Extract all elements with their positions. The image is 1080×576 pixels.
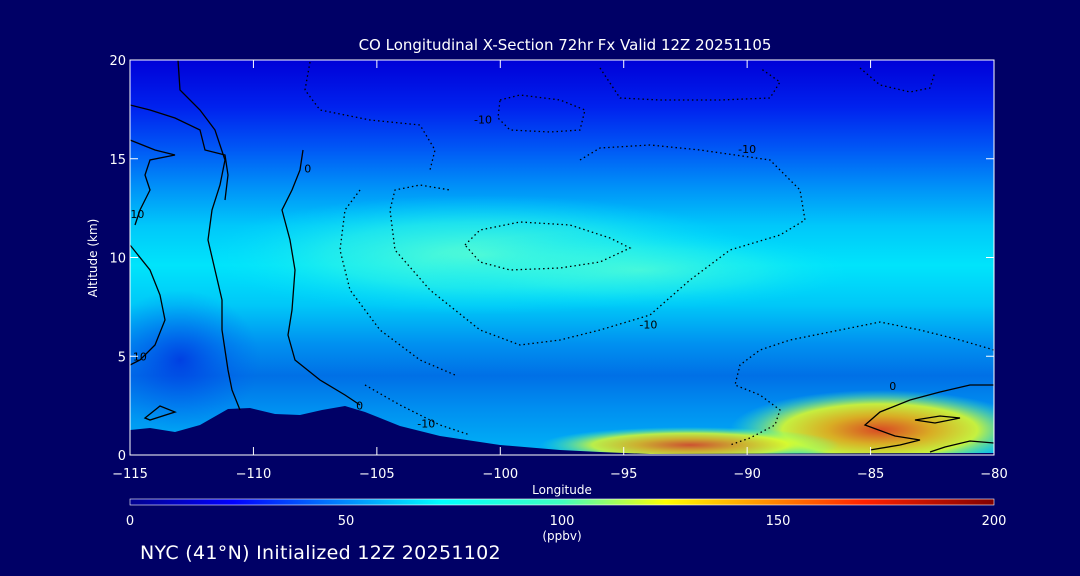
colorbar <box>129 498 995 506</box>
y-tick-label: 5 <box>118 350 126 365</box>
contour-label: -10 <box>417 417 435 430</box>
x-tick-label: −90 <box>733 467 760 482</box>
chart-title: CO Longitudinal X-Section 72hr Fx Valid … <box>359 36 772 54</box>
initialization-footer: NYC (41°N) Initialized 12Z 20251102 <box>140 542 501 564</box>
terrain <box>130 406 994 455</box>
colorbar-tick-label: 150 <box>766 514 791 529</box>
x-tick-label: −115 <box>112 467 148 482</box>
x-tick-label: −95 <box>610 467 637 482</box>
contour-label: -10 <box>474 113 492 126</box>
x-tick-label: −105 <box>359 467 395 482</box>
y-tick-label: 0 <box>118 449 126 464</box>
contour-label: -10 <box>639 319 657 332</box>
x-tick-label: −80 <box>980 467 1007 482</box>
y-axis-label: Altitude (km) <box>86 219 100 298</box>
colorbar-tick-label: 200 <box>982 514 1007 529</box>
x-tick-label: −110 <box>236 467 272 482</box>
contour-label: 0 <box>356 400 363 413</box>
contour-label: 10 <box>130 208 144 221</box>
colorbar-tick-label: 0 <box>126 514 134 529</box>
x-tick-label: −100 <box>482 467 518 482</box>
contour-label: 0 <box>304 163 311 176</box>
contour-label: -10 <box>738 143 756 156</box>
colorbar-tick-label: 50 <box>338 514 355 529</box>
colorbar-tick-label: 100 <box>550 514 575 529</box>
heatmap-field <box>130 60 994 455</box>
x-tick-label: −85 <box>857 467 884 482</box>
y-tick-label: 15 <box>109 153 126 168</box>
colorbar-unit: (ppbv) <box>542 529 581 543</box>
y-tick-label: 10 <box>109 252 126 267</box>
y-tick-label: 20 <box>109 54 126 69</box>
contour-label: 0 <box>889 380 896 393</box>
contour-label: 10 <box>133 350 147 363</box>
x-axis-label: Longitude <box>532 483 592 497</box>
